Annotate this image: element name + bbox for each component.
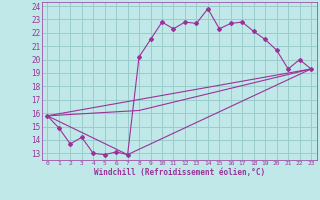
- X-axis label: Windchill (Refroidissement éolien,°C): Windchill (Refroidissement éolien,°C): [94, 168, 265, 177]
